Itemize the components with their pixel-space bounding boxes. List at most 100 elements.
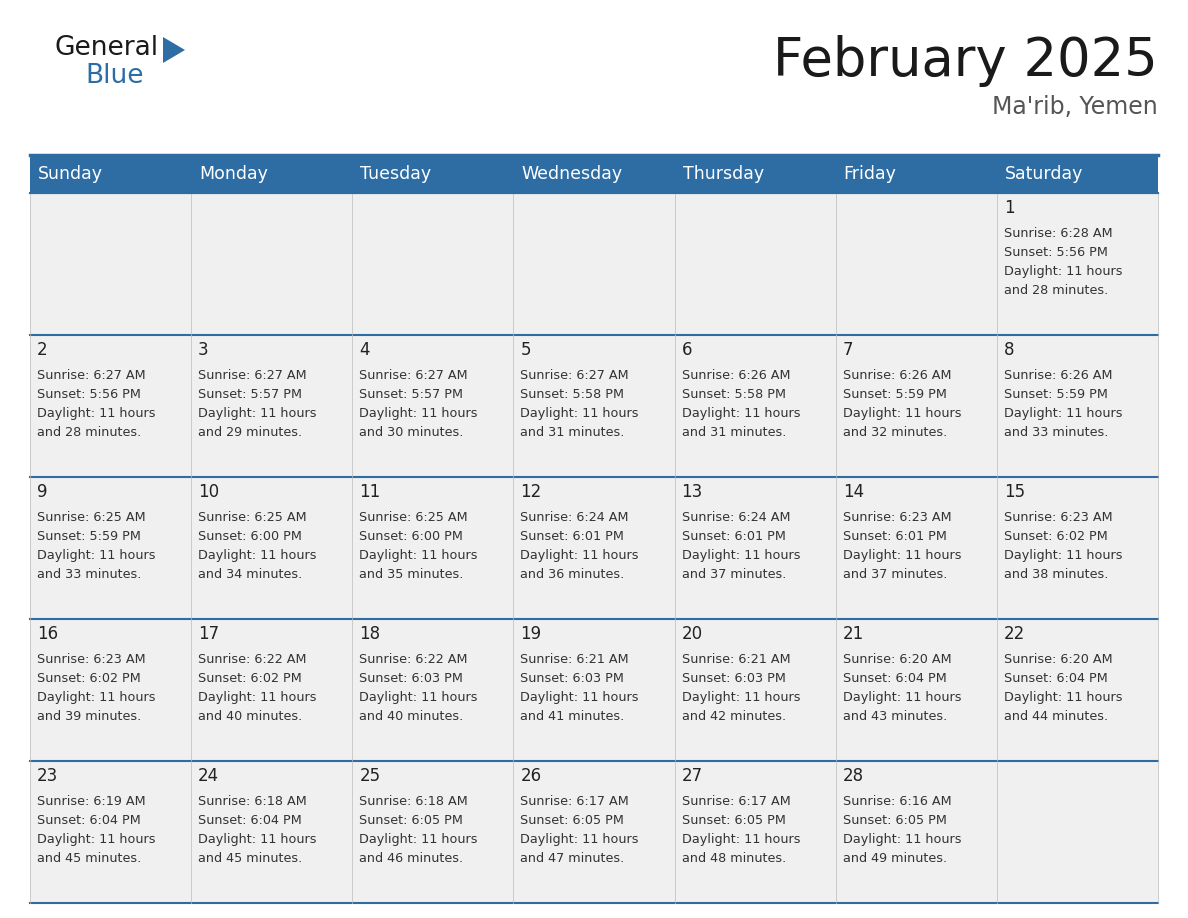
- Text: Sunset: 6:00 PM: Sunset: 6:00 PM: [359, 530, 463, 543]
- Text: Sunrise: 6:23 AM: Sunrise: 6:23 AM: [842, 511, 952, 524]
- Text: Daylight: 11 hours: Daylight: 11 hours: [682, 549, 800, 562]
- Text: Sunset: 6:01 PM: Sunset: 6:01 PM: [520, 530, 625, 543]
- Text: Tuesday: Tuesday: [360, 165, 431, 183]
- Text: Sunset: 6:01 PM: Sunset: 6:01 PM: [842, 530, 947, 543]
- Text: Sunrise: 6:20 AM: Sunrise: 6:20 AM: [842, 653, 952, 666]
- Text: Sunset: 6:05 PM: Sunset: 6:05 PM: [842, 814, 947, 827]
- Text: Sunrise: 6:16 AM: Sunrise: 6:16 AM: [842, 795, 952, 808]
- Text: and 39 minutes.: and 39 minutes.: [37, 710, 141, 723]
- Bar: [997, 761, 1158, 903]
- Text: 20: 20: [682, 625, 702, 643]
- Text: Sunrise: 6:17 AM: Sunrise: 6:17 AM: [682, 795, 790, 808]
- Text: Sunrise: 6:27 AM: Sunrise: 6:27 AM: [359, 369, 468, 382]
- Polygon shape: [163, 37, 185, 63]
- Bar: [353, 193, 513, 335]
- Text: 17: 17: [198, 625, 220, 643]
- Text: Sunrise: 6:23 AM: Sunrise: 6:23 AM: [37, 653, 146, 666]
- Text: Friday: Friday: [843, 165, 897, 183]
- Bar: [353, 761, 513, 903]
- Text: 6: 6: [682, 341, 693, 359]
- Text: Sunset: 5:56 PM: Sunset: 5:56 PM: [1004, 246, 1107, 259]
- Bar: [353, 335, 513, 477]
- Text: Daylight: 11 hours: Daylight: 11 hours: [359, 407, 478, 420]
- Bar: [997, 193, 1158, 335]
- Text: and 45 minutes.: and 45 minutes.: [37, 852, 141, 865]
- Bar: [835, 477, 997, 619]
- Text: Sunset: 6:02 PM: Sunset: 6:02 PM: [1004, 530, 1107, 543]
- Text: and 45 minutes.: and 45 minutes.: [198, 852, 303, 865]
- Text: Daylight: 11 hours: Daylight: 11 hours: [842, 691, 961, 704]
- Bar: [997, 477, 1158, 619]
- Text: Daylight: 11 hours: Daylight: 11 hours: [842, 549, 961, 562]
- Bar: [353, 477, 513, 619]
- Text: Wednesday: Wednesday: [522, 165, 623, 183]
- Text: Sunrise: 6:21 AM: Sunrise: 6:21 AM: [682, 653, 790, 666]
- Text: 21: 21: [842, 625, 864, 643]
- Text: Daylight: 11 hours: Daylight: 11 hours: [842, 833, 961, 846]
- Text: and 31 minutes.: and 31 minutes.: [520, 426, 625, 439]
- Text: Sunrise: 6:24 AM: Sunrise: 6:24 AM: [520, 511, 628, 524]
- Text: and 37 minutes.: and 37 minutes.: [682, 568, 786, 581]
- Text: and 40 minutes.: and 40 minutes.: [359, 710, 463, 723]
- Bar: [997, 335, 1158, 477]
- Bar: [30, 477, 191, 619]
- Bar: [191, 335, 353, 477]
- Text: and 38 minutes.: and 38 minutes.: [1004, 568, 1108, 581]
- Text: and 42 minutes.: and 42 minutes.: [682, 710, 785, 723]
- Text: Sunset: 6:04 PM: Sunset: 6:04 PM: [37, 814, 140, 827]
- Bar: [513, 477, 675, 619]
- Bar: [513, 193, 675, 335]
- Bar: [30, 619, 191, 761]
- Text: Daylight: 11 hours: Daylight: 11 hours: [37, 691, 156, 704]
- Text: Thursday: Thursday: [683, 165, 764, 183]
- Bar: [675, 477, 835, 619]
- Text: Sunrise: 6:26 AM: Sunrise: 6:26 AM: [1004, 369, 1112, 382]
- Text: Daylight: 11 hours: Daylight: 11 hours: [359, 833, 478, 846]
- Bar: [353, 619, 513, 761]
- Text: Sunset: 5:56 PM: Sunset: 5:56 PM: [37, 388, 141, 401]
- Text: Daylight: 11 hours: Daylight: 11 hours: [520, 833, 639, 846]
- Bar: [835, 193, 997, 335]
- Text: Sunset: 6:04 PM: Sunset: 6:04 PM: [1004, 672, 1107, 685]
- Text: Sunset: 5:59 PM: Sunset: 5:59 PM: [1004, 388, 1107, 401]
- Text: and 43 minutes.: and 43 minutes.: [842, 710, 947, 723]
- Text: 3: 3: [198, 341, 209, 359]
- Text: 7: 7: [842, 341, 853, 359]
- Text: Daylight: 11 hours: Daylight: 11 hours: [682, 833, 800, 846]
- Text: 28: 28: [842, 767, 864, 785]
- Text: Sunrise: 6:18 AM: Sunrise: 6:18 AM: [359, 795, 468, 808]
- Text: and 35 minutes.: and 35 minutes.: [359, 568, 463, 581]
- Text: Sunrise: 6:26 AM: Sunrise: 6:26 AM: [682, 369, 790, 382]
- Text: Daylight: 11 hours: Daylight: 11 hours: [198, 549, 317, 562]
- Text: Daylight: 11 hours: Daylight: 11 hours: [1004, 407, 1123, 420]
- Bar: [30, 155, 191, 193]
- Text: Sunset: 6:04 PM: Sunset: 6:04 PM: [842, 672, 947, 685]
- Bar: [675, 155, 835, 193]
- Text: Saturday: Saturday: [1005, 165, 1083, 183]
- Text: Daylight: 11 hours: Daylight: 11 hours: [1004, 549, 1123, 562]
- Text: Sunrise: 6:26 AM: Sunrise: 6:26 AM: [842, 369, 952, 382]
- Text: 4: 4: [359, 341, 369, 359]
- Bar: [997, 619, 1158, 761]
- Text: and 47 minutes.: and 47 minutes.: [520, 852, 625, 865]
- Bar: [835, 335, 997, 477]
- Bar: [30, 193, 191, 335]
- Text: and 40 minutes.: and 40 minutes.: [198, 710, 303, 723]
- Text: Sunrise: 6:27 AM: Sunrise: 6:27 AM: [37, 369, 146, 382]
- Text: and 41 minutes.: and 41 minutes.: [520, 710, 625, 723]
- Bar: [353, 155, 513, 193]
- Text: Sunset: 6:02 PM: Sunset: 6:02 PM: [37, 672, 140, 685]
- Bar: [513, 155, 675, 193]
- Bar: [997, 155, 1158, 193]
- Bar: [675, 761, 835, 903]
- Text: Sunset: 6:02 PM: Sunset: 6:02 PM: [198, 672, 302, 685]
- Text: 9: 9: [37, 483, 48, 501]
- Text: Sunset: 6:05 PM: Sunset: 6:05 PM: [359, 814, 463, 827]
- Text: Sunrise: 6:21 AM: Sunrise: 6:21 AM: [520, 653, 630, 666]
- Text: and 46 minutes.: and 46 minutes.: [359, 852, 463, 865]
- Text: and 32 minutes.: and 32 minutes.: [842, 426, 947, 439]
- Text: Daylight: 11 hours: Daylight: 11 hours: [37, 833, 156, 846]
- Text: Sunrise: 6:22 AM: Sunrise: 6:22 AM: [198, 653, 307, 666]
- Text: Sunset: 5:57 PM: Sunset: 5:57 PM: [359, 388, 463, 401]
- Bar: [835, 619, 997, 761]
